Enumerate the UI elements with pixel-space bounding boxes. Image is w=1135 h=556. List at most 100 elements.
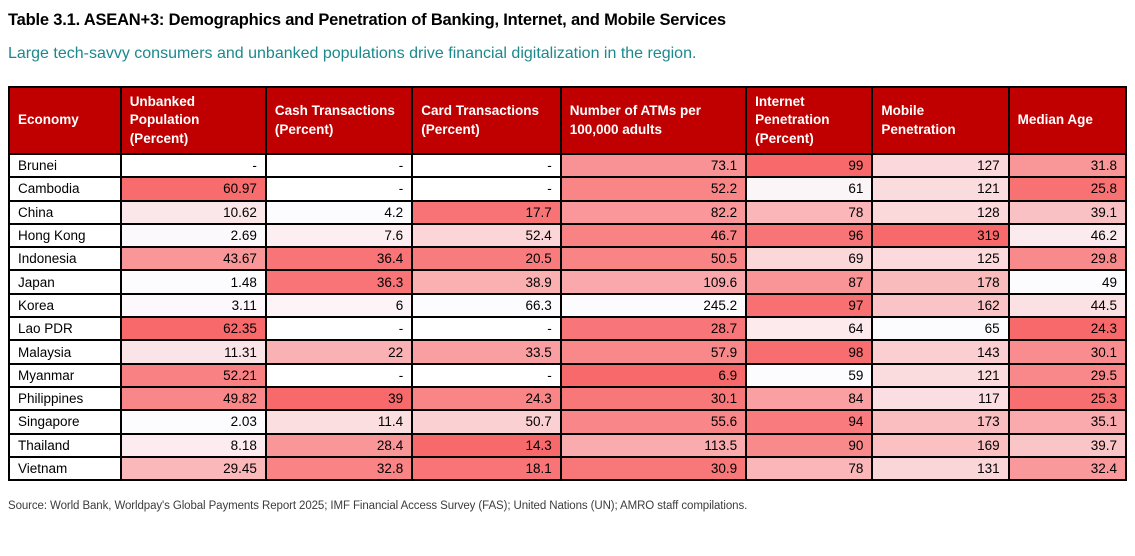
value-cell: 43.67 <box>119 246 267 272</box>
value-cell: 44.5 <box>1007 292 1128 319</box>
value-cell: 113.5 <box>559 432 748 458</box>
value-cell: 30.1 <box>1007 339 1128 365</box>
value-cell: 18.1 <box>411 455 562 482</box>
value-cell: 173 <box>871 409 1010 435</box>
column-header: Internet Penetration (Percent) <box>745 86 874 155</box>
table-body: Brunei - - -73.1 99 127 31.8 Cambodia 60.97- -52.… <box>8 152 1128 482</box>
table-row: Lao PDR 62.35- -28.7 64 65 24.3 <box>8 316 1128 342</box>
value-cell: - <box>264 176 414 202</box>
economy-cell: Thailand <box>8 432 122 458</box>
value-cell: 14.3 <box>411 432 562 458</box>
value-cell: 10.62 <box>119 199 267 225</box>
data-table: Economy Unbanked Population (Percent) Cash… <box>8 86 1128 482</box>
value-cell: - <box>264 362 414 388</box>
value-cell: 36.3 <box>264 269 414 295</box>
value-cell: 121 <box>871 176 1010 202</box>
value-cell: 162 <box>871 292 1010 319</box>
column-header: Median Age <box>1007 86 1128 155</box>
value-cell: 61 <box>745 176 874 202</box>
value-cell: 59 <box>745 362 874 388</box>
value-cell: 121 <box>871 362 1010 388</box>
value-cell: 178 <box>871 269 1010 295</box>
value-cell: 319 <box>871 222 1010 249</box>
value-cell: 6 <box>264 292 414 319</box>
table-row: Cambodia 60.97- -52.2 61 121 25.8 <box>8 176 1128 202</box>
value-cell: 65 <box>871 316 1010 342</box>
table-row: Thailand 8.18 28.4 14.3 113.5 90 169 39.7 <box>8 432 1128 458</box>
value-cell: 87 <box>745 269 874 295</box>
value-cell: - <box>411 176 562 202</box>
value-cell: 52.2 <box>559 176 748 202</box>
value-cell: 52.21 <box>119 362 267 388</box>
value-cell: 36.4 <box>264 246 414 272</box>
value-cell: 39.1 <box>1007 199 1128 225</box>
value-cell: 24.3 <box>1007 316 1128 342</box>
economy-cell: Korea <box>8 292 122 319</box>
value-cell: 97 <box>745 292 874 319</box>
table-row: Philippines 49.82 39 24.3 30.1 84 117 25.3 <box>8 385 1128 412</box>
value-cell: 52.4 <box>411 222 562 249</box>
value-cell: 2.69 <box>119 222 267 249</box>
column-header: Unbanked Population (Percent) <box>119 86 267 155</box>
value-cell: 32.8 <box>264 455 414 482</box>
table-row: Japan 1.48 36.3 38.9 109.6 87 178 49 <box>8 269 1128 295</box>
value-cell: 39.7 <box>1007 432 1128 458</box>
economy-cell: Hong Kong <box>8 222 122 249</box>
value-cell: 131 <box>871 455 1010 482</box>
source-note: Source: World Bank, Worldpay's Global Pa… <box>8 500 748 513</box>
value-cell: - <box>411 362 562 388</box>
value-cell: 64 <box>745 316 874 342</box>
value-cell: 46.7 <box>559 222 748 249</box>
value-cell: 49 <box>1007 269 1128 295</box>
economy-cell: Brunei <box>8 152 122 179</box>
value-cell: 99 <box>745 152 874 179</box>
value-cell: 11.31 <box>119 339 267 365</box>
value-cell: 73.1 <box>559 152 748 179</box>
table-row: Brunei - - -73.1 99 127 31.8 <box>8 152 1128 179</box>
value-cell: 32.4 <box>1007 455 1128 482</box>
economy-cell: Lao PDR <box>8 316 122 342</box>
value-cell: 66.3 <box>411 292 562 319</box>
economy-cell: Singapore <box>8 409 122 435</box>
value-cell: - <box>119 152 267 179</box>
value-cell: 143 <box>871 339 1010 365</box>
value-cell: 22 <box>264 339 414 365</box>
column-header: Mobile Penetration <box>871 86 1010 155</box>
value-cell: - <box>264 316 414 342</box>
table-row: Myanmar 52.21- -6.9 59 121 29.5 <box>8 362 1128 388</box>
value-cell: 35.1 <box>1007 409 1128 435</box>
value-cell: - <box>264 152 414 179</box>
column-header: Cash Transactions (Percent) <box>264 86 414 155</box>
table-row: Korea 3.11 6 66.3 245.2 97 162 44.5 <box>8 292 1128 319</box>
table-row: China 10.62 4.2 17.7 82.2 78 128 39.1 <box>8 199 1128 225</box>
economy-cell: Vietnam <box>8 455 122 482</box>
economy-cell: Malaysia <box>8 339 122 365</box>
value-cell: 55.6 <box>559 409 748 435</box>
value-cell: 31.8 <box>1007 152 1128 179</box>
value-cell: 127 <box>871 152 1010 179</box>
economy-cell: Philippines <box>8 385 122 412</box>
column-header: Economy <box>8 86 122 155</box>
value-cell: 169 <box>871 432 1010 458</box>
table-row: Indonesia 43.67 36.4 20.5 50.5 69 125 29.8 <box>8 246 1128 272</box>
value-cell: 94 <box>745 409 874 435</box>
value-cell: 82.2 <box>559 199 748 225</box>
value-cell: 4.2 <box>264 199 414 225</box>
economy-cell: Cambodia <box>8 176 122 202</box>
value-cell: 125 <box>871 246 1010 272</box>
value-cell: 84 <box>745 385 874 412</box>
table-row: Hong Kong 2.69 7.6 52.4 46.7 96 319 46.2 <box>8 222 1128 249</box>
value-cell: 1.48 <box>119 269 267 295</box>
table-title: Table 3.1. ASEAN+3: Demographics and Pen… <box>8 11 726 29</box>
value-cell: 33.5 <box>411 339 562 365</box>
value-cell: 78 <box>745 199 874 225</box>
value-cell: 49.82 <box>119 385 267 412</box>
value-cell: 96 <box>745 222 874 249</box>
value-cell: 46.2 <box>1007 222 1128 249</box>
value-cell: 62.35 <box>119 316 267 342</box>
value-cell: 128 <box>871 199 1010 225</box>
value-cell: 28.4 <box>264 432 414 458</box>
value-cell: 38.9 <box>411 269 562 295</box>
value-cell: - <box>411 152 562 179</box>
table-row: Vietnam 29.45 32.8 18.1 30.9 78 131 32.4 <box>8 455 1128 482</box>
